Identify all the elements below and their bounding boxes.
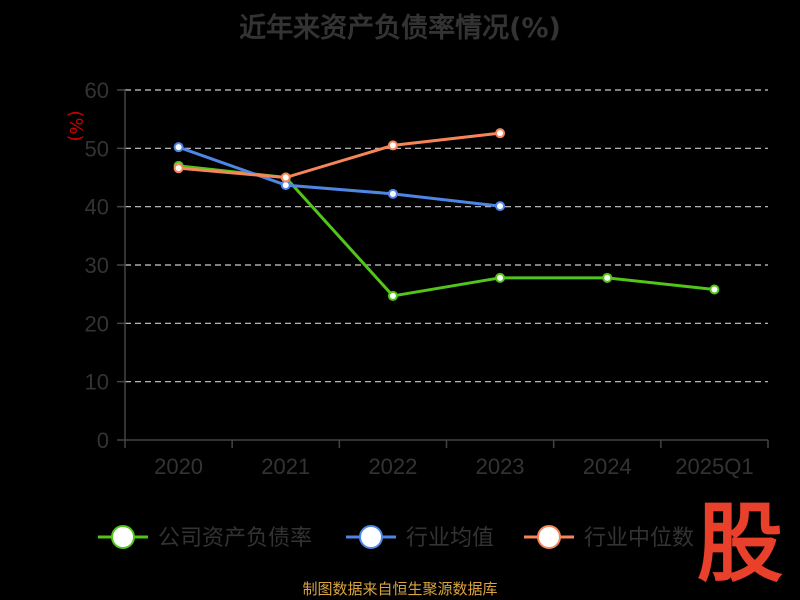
data-point <box>709 284 720 295</box>
data-point <box>495 272 506 283</box>
y-tick-label: 20 <box>85 311 109 336</box>
y-tick-label: 40 <box>85 195 109 220</box>
data-point <box>387 188 398 199</box>
y-tick-label: 0 <box>97 428 109 453</box>
y-tick-label: 10 <box>85 370 109 395</box>
data-point <box>387 290 398 301</box>
gridlines <box>125 89 768 383</box>
data-point <box>495 201 506 212</box>
data-point <box>173 142 184 153</box>
data-point <box>173 163 184 174</box>
legend-label: 行业均值 <box>406 526 494 551</box>
legend-label: 行业中位数 <box>584 526 694 551</box>
data-point <box>495 128 506 139</box>
legend: 公司资产负债率 行业均值 行业中位数 <box>98 525 694 551</box>
y-tick-label: 60 <box>85 78 109 103</box>
series-lines <box>173 128 720 301</box>
source-note: 制图数据来自恒生聚源数据库 <box>302 580 498 598</box>
data-point <box>602 272 613 283</box>
x-tick-label: 2020 <box>154 454 203 479</box>
x-tick-label: 2024 <box>583 454 632 479</box>
legend-marker <box>537 525 561 549</box>
series-line <box>178 164 715 298</box>
series-line <box>178 131 501 179</box>
x-tick-label: 2021 <box>261 454 310 479</box>
series-line <box>178 145 501 208</box>
x-tick-label: 2023 <box>476 454 525 479</box>
y-tick-label: 50 <box>85 136 109 161</box>
chart-title: 近年来资产负债率情况(%) <box>239 13 561 44</box>
stock-logo: 股 <box>697 494 783 594</box>
tick-labels: 0 10 20 30 40 50 60 2020 2021 2022 2023 2024 2025Q1 (… <box>65 78 754 479</box>
data-point <box>387 140 398 151</box>
legend-marker <box>111 525 135 549</box>
legend-label: 公司资产负债率 <box>158 526 312 551</box>
axes <box>117 89 769 448</box>
legend-marker <box>359 525 383 549</box>
y-tick-label: 30 <box>85 253 109 278</box>
x-tick-label: 2025Q1 <box>675 454 753 479</box>
data-point <box>280 172 291 183</box>
y-axis-label: (%) <box>65 110 86 141</box>
x-tick-label: 2022 <box>368 454 417 479</box>
